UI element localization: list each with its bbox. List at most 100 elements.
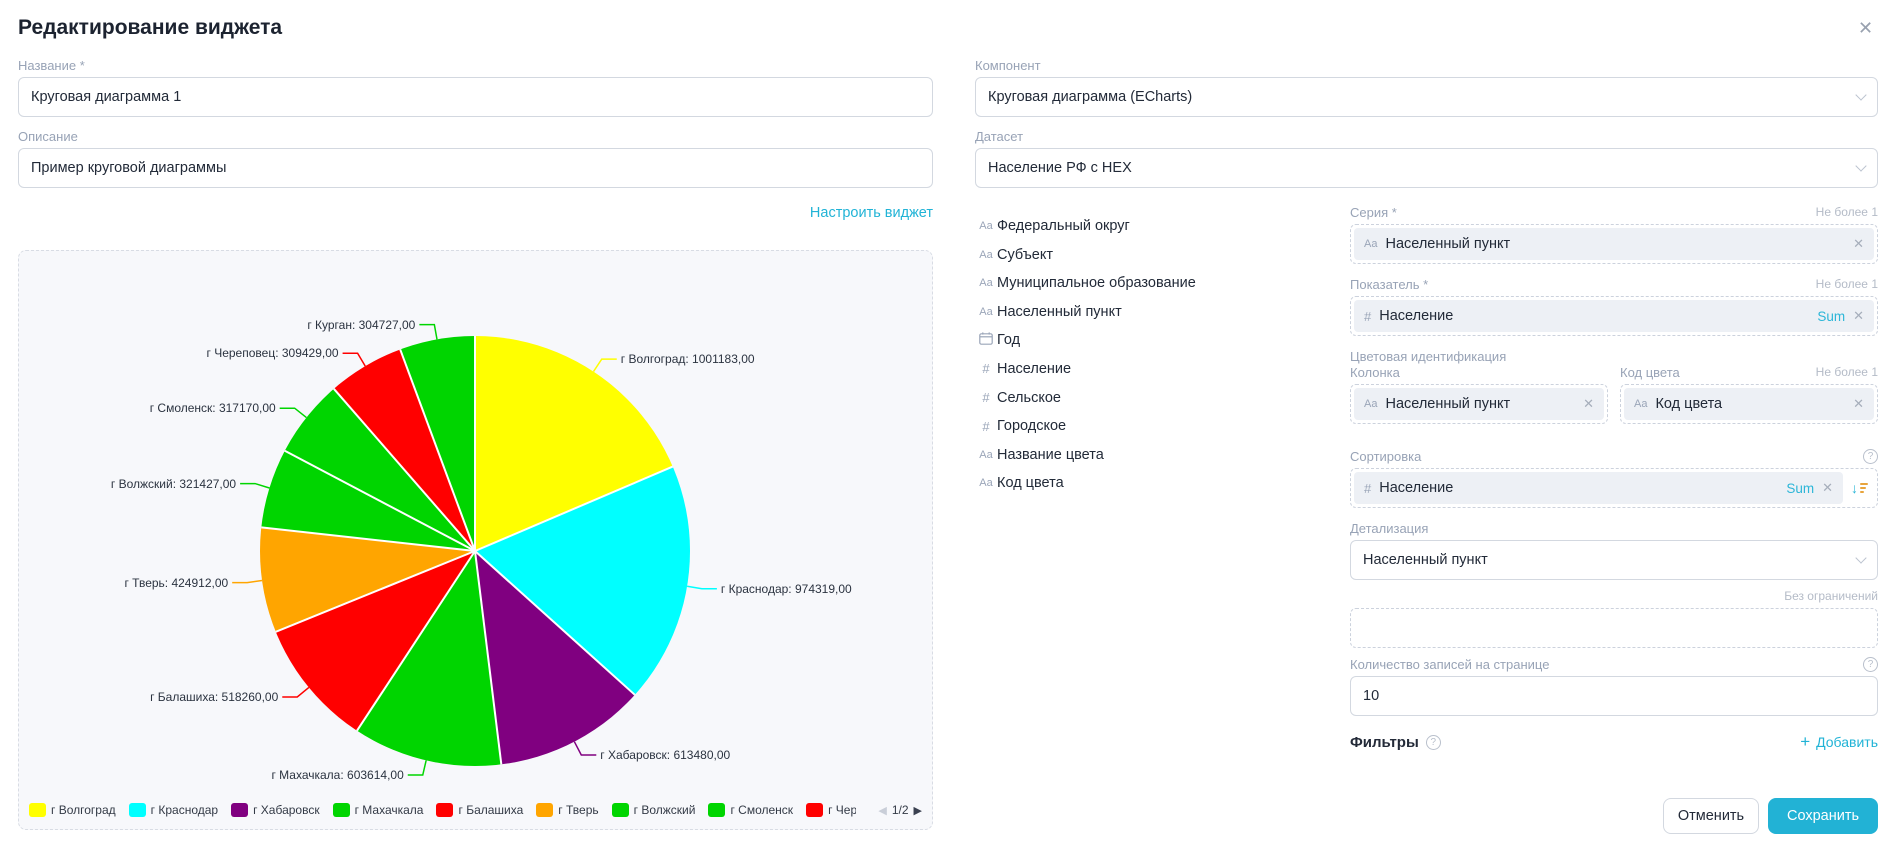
color-code-label: Код цвета bbox=[1620, 364, 1680, 380]
description-input[interactable] bbox=[18, 148, 933, 188]
config-column: Серия * Не более 1 Aa Населенный пункт ✕ bbox=[1350, 204, 1878, 752]
series-label: Серия * bbox=[1350, 204, 1397, 220]
sort-dropzone[interactable]: # Население Sum ✕ ↓ bbox=[1350, 468, 1878, 508]
color-code-chip[interactable]: Aa Код цвета ✕ bbox=[1624, 388, 1874, 420]
legend-label: г Хабаровск bbox=[253, 803, 320, 817]
right-column: Компонент Круговая диаграмма (ECharts) Д… bbox=[975, 52, 1878, 752]
component-select[interactable]: Круговая диаграмма (ECharts) bbox=[975, 77, 1878, 117]
pie-slice-label: г Курган: 304727,00 bbox=[307, 317, 416, 332]
legend-label: г Махачкала bbox=[354, 803, 424, 817]
number-field-icon: # bbox=[1364, 480, 1372, 496]
dataset-field-item[interactable]: Aa Населенный пункт bbox=[975, 302, 1330, 322]
add-filter-label: Добавить bbox=[1816, 734, 1878, 750]
legend-swatch bbox=[708, 803, 726, 817]
remove-icon[interactable]: ✕ bbox=[1583, 396, 1594, 411]
number-field-icon: # bbox=[1364, 308, 1372, 324]
dataset-value: Население РФ с HEX bbox=[988, 160, 1132, 176]
dataset-field-item[interactable]: # Сельское bbox=[975, 388, 1330, 408]
color-column-chip[interactable]: Aa Населенный пункт ✕ bbox=[1354, 388, 1604, 420]
dataset-field-item[interactable]: # Городское bbox=[975, 416, 1330, 436]
legend-item[interactable]: г Махачкала bbox=[332, 803, 424, 817]
date-field-icon bbox=[975, 332, 997, 348]
legend-label: г Волжский bbox=[633, 803, 696, 817]
legend-label: г Череповец bbox=[828, 803, 856, 817]
dataset-field-item[interactable]: Aa Федеральный округ bbox=[975, 216, 1330, 236]
text-field-icon: Aa bbox=[979, 448, 993, 461]
page-size-input[interactable] bbox=[1350, 676, 1878, 716]
dataset-field-item[interactable]: # Население bbox=[975, 359, 1330, 379]
dataset-field-item[interactable]: Aa Название цвета bbox=[975, 445, 1330, 465]
close-icon[interactable]: ✕ bbox=[1858, 18, 1874, 38]
remove-icon[interactable]: ✕ bbox=[1822, 480, 1833, 495]
legend-item[interactable]: г Смоленск bbox=[708, 803, 793, 817]
legend-item[interactable]: г Тверь bbox=[536, 803, 599, 817]
legend-label: г Краснодар bbox=[150, 803, 219, 817]
sort-group: Сортировка ? # Население Sum ✕ ↓ bbox=[1350, 448, 1878, 508]
dataset-field-item[interactable]: Aa Код цвета bbox=[975, 473, 1330, 493]
field-name: Сельское bbox=[997, 389, 1061, 406]
measure-chip-value: Население bbox=[1379, 308, 1454, 324]
legend-items: г Волгоград г Краснодар г Хабаровск г Махач… bbox=[29, 801, 856, 819]
legend-prev-icon[interactable]: ◀ bbox=[878, 804, 887, 817]
dataset-select[interactable]: Население РФ с HEX bbox=[975, 148, 1878, 188]
pie-chart[interactable] bbox=[260, 336, 690, 766]
color-ident-group: Цветовая идентификация Колонка Aa Населе… bbox=[1350, 348, 1878, 424]
chart-legend: г Волгоград г Краснодар г Хабаровск г Махач… bbox=[29, 801, 922, 819]
number-field-icon: # bbox=[982, 418, 990, 434]
dataset-field-item[interactable]: Год bbox=[975, 330, 1330, 350]
measure-dropzone[interactable]: # Население Sum ✕ bbox=[1350, 296, 1878, 336]
drill-select[interactable]: Населенный пункт bbox=[1350, 540, 1878, 580]
measure-chip[interactable]: # Население Sum ✕ bbox=[1354, 300, 1874, 332]
configure-widget-link[interactable]: Настроить виджет bbox=[809, 205, 933, 221]
text-field-icon: Aa bbox=[979, 277, 993, 290]
series-limit: Не более 1 bbox=[1815, 205, 1878, 219]
remove-icon[interactable]: ✕ bbox=[1853, 236, 1864, 251]
legend-item[interactable]: г Хабаровск bbox=[231, 803, 320, 817]
sort-chip[interactable]: # Население Sum ✕ bbox=[1354, 472, 1843, 504]
number-field-icon: # bbox=[982, 361, 990, 377]
save-button[interactable]: Сохранить bbox=[1768, 798, 1878, 834]
help-icon[interactable]: ? bbox=[1863, 448, 1878, 464]
dataset-label: Датасет bbox=[975, 129, 1024, 144]
sort-direction-icon[interactable]: ↓ bbox=[1851, 481, 1868, 495]
pie-slice-label: г Балашиха: 518260,00 bbox=[150, 689, 279, 704]
no-limit-label: Без ограничений bbox=[1784, 589, 1878, 603]
page-size-label: Количество записей на странице bbox=[1350, 656, 1550, 672]
pie-slice-label: г Волжский: 321427,00 bbox=[110, 476, 237, 491]
measure-limit: Не более 1 bbox=[1815, 277, 1878, 291]
add-filter-button[interactable]: + Добавить bbox=[1800, 732, 1878, 752]
legend-next-icon[interactable]: ▶ bbox=[913, 804, 922, 817]
legend-item[interactable]: г Череповец bbox=[806, 803, 856, 817]
legend-swatch bbox=[29, 803, 46, 817]
cancel-button[interactable]: Отменить bbox=[1663, 798, 1759, 834]
series-chip[interactable]: Aa Населенный пункт ✕ bbox=[1354, 228, 1874, 260]
pie-slice-label: г Смоленск: 317170,00 bbox=[149, 401, 276, 416]
legend-item[interactable]: г Волгоград bbox=[29, 803, 116, 817]
text-field-icon: Aa bbox=[979, 305, 993, 318]
color-column-dropzone[interactable]: Aa Населенный пункт ✕ bbox=[1350, 384, 1608, 424]
remove-icon[interactable]: ✕ bbox=[1853, 396, 1864, 411]
no-limit-group: Без ограничений bbox=[1350, 588, 1878, 648]
component-value: Круговая диаграмма (ECharts) bbox=[988, 89, 1193, 105]
left-column: Название * Описание Настроить виджет г В… bbox=[18, 52, 933, 830]
aggregation-label[interactable]: Sum bbox=[1817, 308, 1846, 324]
help-icon[interactable]: ? bbox=[1863, 656, 1878, 672]
legend-item[interactable]: г Волжский bbox=[611, 803, 696, 817]
legend-item[interactable]: г Балашиха bbox=[436, 803, 523, 817]
remove-icon[interactable]: ✕ bbox=[1853, 308, 1864, 323]
dialog-title: Редактирование виджета bbox=[18, 16, 283, 39]
dataset-field-item[interactable]: Aa Субъект bbox=[975, 245, 1330, 265]
name-input[interactable] bbox=[18, 77, 933, 117]
aggregation-label[interactable]: Sum bbox=[1786, 480, 1815, 496]
help-icon[interactable]: ? bbox=[1425, 734, 1441, 750]
series-dropzone[interactable]: Aa Населенный пункт ✕ bbox=[1350, 224, 1878, 264]
color-code-limit: Не более 1 bbox=[1815, 365, 1878, 379]
legend-label: г Смоленск bbox=[730, 803, 794, 817]
text-field-icon: Aa bbox=[979, 248, 993, 261]
legend-item[interactable]: г Краснодар bbox=[128, 803, 219, 817]
component-label: Компонент bbox=[975, 58, 1041, 73]
color-code-dropzone[interactable]: Aa Код цвета ✕ bbox=[1620, 384, 1878, 424]
dataset-field-item[interactable]: Aa Муниципальное образование bbox=[975, 273, 1330, 293]
empty-dropzone[interactable] bbox=[1350, 608, 1878, 648]
